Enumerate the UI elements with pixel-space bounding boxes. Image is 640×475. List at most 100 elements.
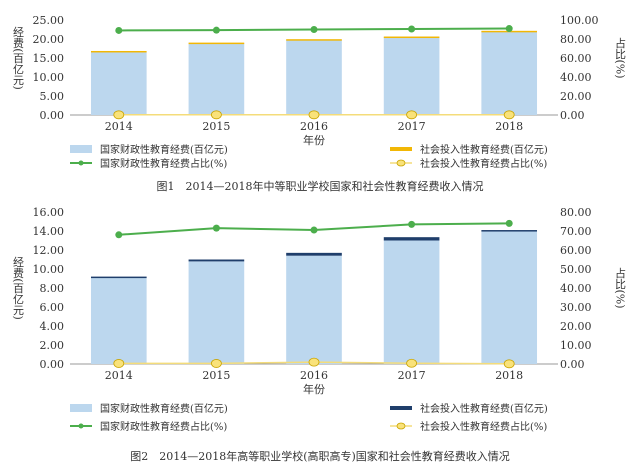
point-state-share	[408, 25, 416, 33]
x-tick-label: 2014	[105, 369, 133, 382]
bar-state-funding	[481, 31, 538, 115]
y-tick-label: 10.00	[33, 71, 65, 84]
bar-state-funding	[383, 240, 440, 364]
y-axis-title: 经费(百亿元)	[12, 256, 25, 320]
y2-tick-label: 40.00	[560, 282, 592, 295]
legend-point-state-share	[78, 423, 84, 429]
point-state-share	[408, 220, 416, 228]
x-tick-label: 2018	[495, 120, 523, 133]
bar-state-funding	[383, 37, 440, 115]
bar-social-funding	[286, 252, 342, 256]
point-social-share	[113, 110, 125, 120]
point-social-share	[308, 357, 320, 367]
bar-social-funding	[383, 36, 440, 39]
point-state-share	[310, 26, 318, 33]
x-tick-label: 2015	[202, 120, 230, 133]
point-state-share	[505, 25, 513, 33]
figure-caption: 图2 2014—2018年高等职业学校(高职高专)国家和社会性教育经费收入情况	[130, 449, 510, 463]
y2-tick-label: 0.00	[560, 358, 585, 371]
x-tick-label: 2017	[398, 369, 426, 382]
x-tick-label: 2016	[300, 120, 328, 133]
legend-label: 国家财政性教育经费占比(%)	[100, 157, 227, 170]
y-tick-label: 8.00	[40, 282, 65, 295]
legend-point-social-share	[396, 159, 406, 167]
legend-swatch-social-funding	[390, 147, 412, 151]
point-social-share	[210, 110, 222, 120]
y-tick-label: 4.00	[40, 320, 65, 333]
legend-swatch-state-funding	[70, 145, 92, 153]
y-tick-label: 20.00	[33, 33, 65, 46]
chart-1: 0.00 5.00 10.00 15.00 20.00 25.00 0.00 20.00 40.…	[12, 14, 627, 193]
y-tick-label: 2.00	[40, 339, 65, 352]
legend-label: 国家财政性教育经费(百亿元)	[100, 402, 228, 415]
y2-tick-label: 60.00	[560, 244, 592, 257]
point-state-share	[115, 231, 123, 239]
y2-tick-label: 80.00	[560, 206, 592, 219]
y2-tick-label: 30.00	[560, 301, 592, 314]
bar-state-funding	[286, 255, 342, 364]
y-tick-label: 5.00	[40, 90, 65, 103]
bar-social-funding	[90, 276, 147, 279]
y2-tick-label: 20.00	[560, 90, 592, 103]
legend-label: 国家财政性教育经费(百亿元)	[100, 143, 228, 156]
y-tick-label: 12.00	[33, 244, 65, 257]
point-state-share	[115, 26, 123, 34]
legend-label: 社会投入性教育经费(百亿元)	[420, 402, 548, 415]
y-tick-label: 14.00	[33, 225, 65, 238]
point-state-share	[310, 226, 318, 234]
bar-social-funding	[481, 230, 538, 232]
bar-social-funding	[90, 50, 147, 53]
point-social-share	[503, 359, 515, 369]
y-tick-label: 0.00	[40, 358, 65, 371]
legend-point-social-share	[396, 422, 406, 430]
bar-state-funding	[286, 39, 342, 116]
legend-label: 社会投入性教育经费占比(%)	[420, 420, 547, 433]
point-state-share	[505, 219, 513, 227]
y-axis-title: 经费(百亿元)	[12, 26, 25, 90]
point-state-share	[212, 224, 220, 232]
bar-state-funding	[481, 231, 538, 364]
point-social-share	[308, 110, 320, 120]
legend-point-state-share	[78, 160, 84, 166]
y2-tick-label: 60.00	[560, 52, 592, 65]
legend-label: 社会投入性教育经费(百亿元)	[420, 143, 548, 156]
y2-tick-label: 50.00	[560, 263, 592, 276]
bar-social-funding	[188, 42, 245, 45]
y-tick-label: 10.00	[33, 263, 65, 276]
point-social-share	[406, 110, 418, 120]
y-tick-label: 6.00	[40, 301, 65, 314]
bar-social-funding	[383, 237, 440, 241]
x-tick-label: 2016	[300, 369, 328, 382]
x-tick-label: 2014	[105, 120, 133, 133]
bar-state-funding	[188, 43, 245, 115]
legend-label: 社会投入性教育经费占比(%)	[420, 157, 547, 170]
y-tick-label: 25.00	[33, 14, 65, 27]
y-tick-label: 15.00	[33, 52, 65, 65]
chart-2: 0.00 2.00 4.00 6.00 8.00 10.00 12.00 14.00 16.00…	[12, 206, 627, 463]
bar-state-funding	[90, 51, 147, 115]
bar-state-funding	[188, 261, 245, 364]
point-state-share	[212, 26, 220, 34]
y-tick-label: 16.00	[33, 206, 65, 219]
x-tick-label: 2015	[202, 369, 230, 382]
point-social-share	[406, 358, 418, 368]
y2-axis-title: 占比(%)	[614, 36, 627, 78]
bar-social-funding	[286, 39, 342, 41]
x-tick-label: 2018	[495, 369, 523, 382]
y2-tick-label: 40.00	[560, 71, 592, 84]
y2-tick-label: 0.00	[560, 109, 585, 122]
legend-swatch-social-funding	[390, 406, 412, 410]
figure-caption: 图1 2014—2018年中等职业学校国家和社会性教育经费收入情况	[157, 179, 484, 193]
point-social-share	[210, 359, 222, 368]
x-tick-label: 2017	[398, 120, 426, 133]
y2-tick-label: 70.00	[560, 225, 592, 238]
y2-tick-label: 10.00	[560, 339, 592, 352]
legend-label: 国家财政性教育经费占比(%)	[100, 420, 227, 433]
y2-tick-label: 20.00	[560, 320, 592, 333]
y-tick-label: 0.00	[40, 109, 65, 122]
x-axis-title: 年份	[303, 133, 325, 147]
y2-axis-title: 占比(%)	[614, 266, 627, 308]
bar-state-funding	[90, 277, 147, 364]
bar-social-funding	[188, 259, 245, 262]
